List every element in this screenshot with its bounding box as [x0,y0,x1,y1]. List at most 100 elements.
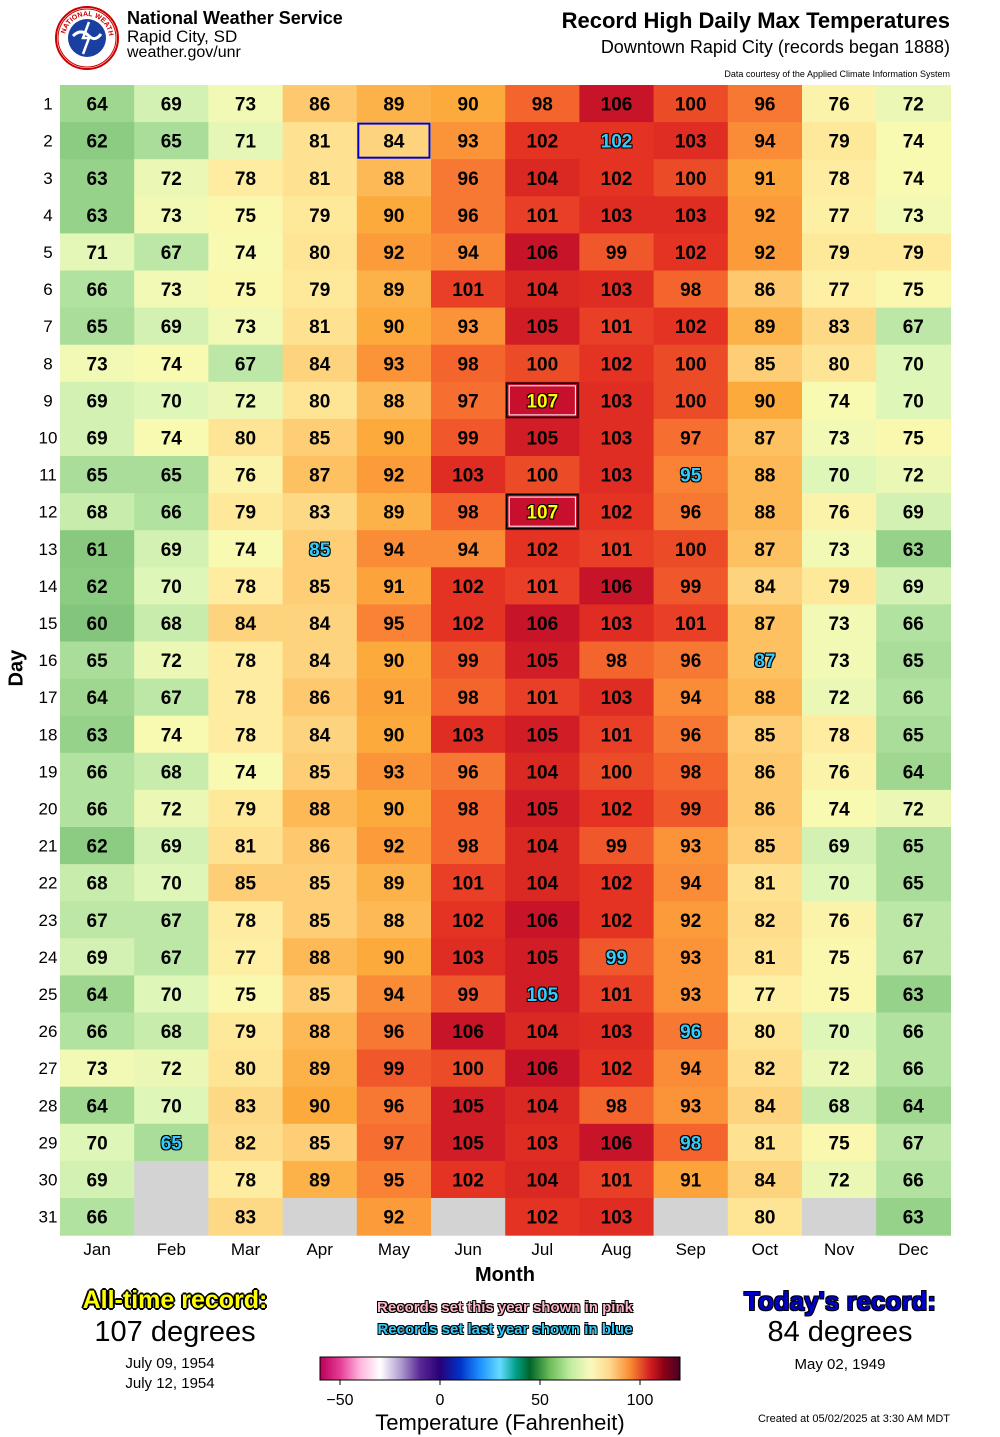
cell-value: 88 [383,391,404,412]
cell-value: 96 [458,762,479,783]
cell-value: 96 [458,206,479,227]
heatmap-cell [802,418,877,457]
cell-value: 66 [87,1022,108,1043]
cell-value: 86 [754,762,775,783]
heatmap-cell [134,530,209,568]
cell-value: 70 [829,874,850,895]
heatmap-cell [60,307,135,346]
cell-value: 101 [675,614,707,635]
cell-value: 66 [903,1059,924,1080]
heatmap-cell [60,270,135,309]
cell-value: 94 [383,985,405,1006]
heatmap-cell [505,604,580,643]
heatmap-cell [134,1123,209,1162]
cell-value: 101 [526,688,558,709]
all-time-record-date: July 09, 1954 [125,1355,215,1372]
cell-value: 67 [161,948,182,969]
cell-value: 80 [754,1022,775,1043]
cell-value: 68 [161,614,182,635]
heatmap-cell [876,344,951,383]
heatmap-cell [727,1049,803,1088]
cell-value: 72 [829,1059,850,1080]
cell-value: 93 [680,837,701,858]
heatmap-cell [282,1123,358,1162]
heatmap-cell [431,938,506,976]
cell-value: 75 [235,280,257,301]
cell-value: 99 [606,243,627,264]
cell-value: 74 [161,428,183,449]
heatmap-cell [802,1160,877,1199]
cell-value: 71 [87,243,109,264]
website-link[interactable]: weather.gov/unr [127,44,241,61]
month-tick-label: Aug [601,1240,631,1259]
cell-value: 84 [754,1096,776,1117]
heatmap-cell [431,233,506,272]
heatmap-cell [356,641,432,680]
heatmap-cell [876,381,951,420]
cell-value: 73 [829,428,850,449]
heatmap-cell [431,1012,506,1051]
cell-value: 70 [161,1096,182,1117]
heatmap-cell [356,789,432,828]
day-tick-label: 20 [39,799,58,818]
cell-value: 74 [903,132,925,153]
heatmap-cell [579,344,655,383]
cell-value: 104 [526,169,558,190]
cell-value: 88 [309,948,330,969]
cell-value: 89 [383,503,404,524]
cell-value: 105 [526,799,558,820]
day-tick-label: 2 [43,132,52,151]
heatmap-cell [876,1086,951,1125]
heatmap-cell [208,1049,284,1088]
cell-value: 74 [829,799,851,820]
heatmap-cell [60,196,135,234]
heatmap-cell [431,715,506,754]
y-axis-label: Day [5,649,28,687]
heatmap-cell [802,1049,877,1088]
heatmap-cell [802,493,877,531]
cell-value: 93 [680,985,701,1006]
heatmap-cell [208,530,284,568]
heatmap-cell [653,1198,729,1236]
heatmap-cell [134,270,209,309]
heatmap-cell [802,715,877,754]
heatmap-cell [802,344,877,383]
heatmap-cell [134,307,209,346]
cell-value: 106 [601,1133,633,1154]
cell-value: 85 [309,874,331,895]
heatmap-cell [579,1012,655,1051]
heatmap-cell [579,604,655,643]
cell-value: 91 [754,169,776,190]
day-tick-label: 15 [39,614,58,633]
heatmap-cell [579,159,655,197]
cell-value: 103 [601,614,633,635]
cell-value: 72 [161,1059,182,1080]
heatmap-cell [727,864,803,902]
cell-value: 69 [87,948,108,969]
heatmap-cell [282,530,358,568]
heatmap-cell [208,901,284,939]
heatmap-cell [282,827,358,865]
heatmap-cell [60,827,135,865]
heatmap-cell [208,1160,284,1199]
cell-value: 101 [601,540,633,561]
heatmap-cell [876,604,951,643]
cell-value: 82 [235,1133,256,1154]
cell-value: 68 [87,503,108,524]
cell-value: 80 [829,354,850,375]
heatmap-cell [505,1198,580,1236]
cell-value: 85 [754,837,776,858]
cell-value: 78 [235,169,256,190]
cell-value: 85 [754,725,776,746]
cell-value: 63 [87,206,108,227]
cell-value: 81 [309,169,331,190]
heatmap-cell [431,604,506,643]
colorbar-tick-label: 100 [627,1392,654,1409]
day-tick-label: 3 [43,169,52,188]
cell-value: 98 [680,280,701,301]
heatmap-cell [876,530,951,568]
heatmap-cell [802,641,877,680]
cell-value: 101 [452,874,484,895]
cell-value: 103 [675,206,707,227]
heatmap-cell [282,270,358,309]
